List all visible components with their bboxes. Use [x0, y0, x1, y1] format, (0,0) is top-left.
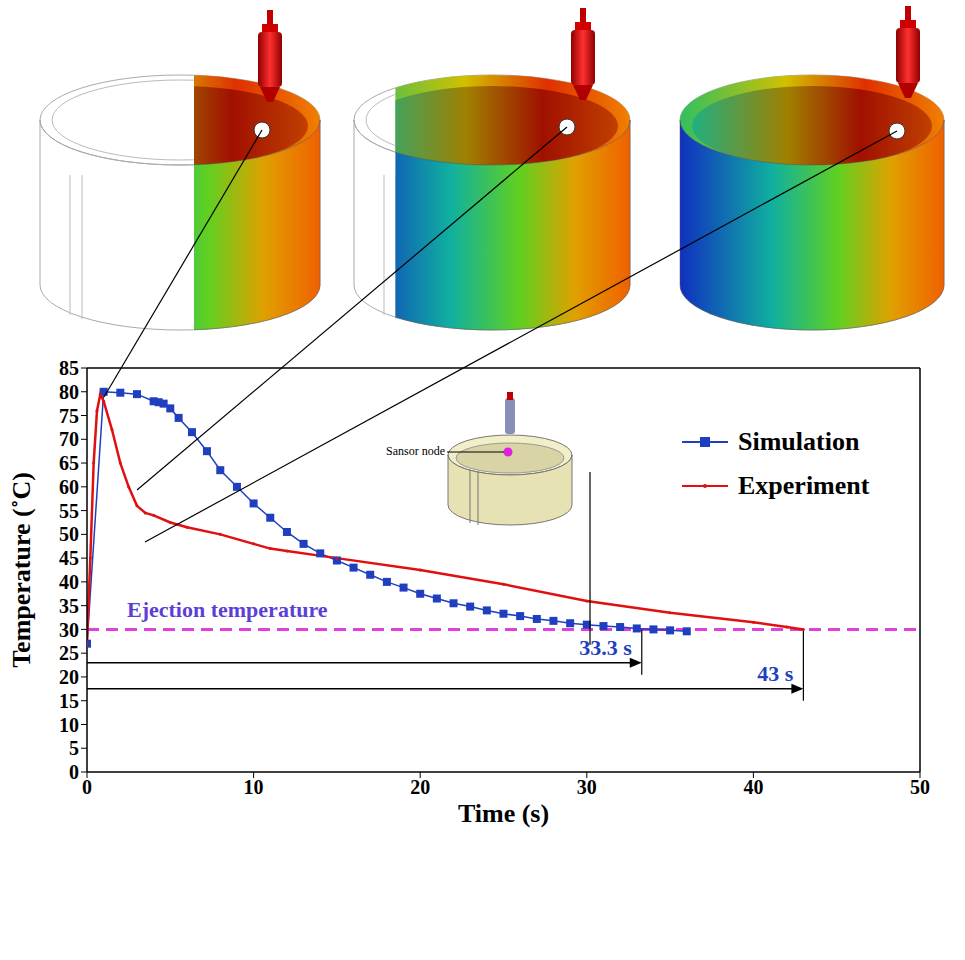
svg-text:Temperature (˚C): Temperature (˚C): [7, 472, 36, 668]
svg-text:50: 50: [910, 776, 930, 798]
svg-text:33.3 s: 33.3 s: [579, 635, 632, 660]
svg-text:30: 30: [59, 619, 79, 641]
svg-text:Ejection temperature: Ejection temperature: [127, 597, 328, 622]
svg-text:55: 55: [59, 500, 79, 522]
svg-text:70: 70: [59, 428, 79, 450]
svg-text:60: 60: [59, 476, 79, 498]
svg-text:20: 20: [59, 666, 79, 688]
svg-text:15: 15: [59, 690, 79, 712]
svg-text:5: 5: [69, 737, 79, 759]
svg-text:75: 75: [59, 405, 79, 427]
svg-text:40: 40: [743, 776, 763, 798]
svg-text:65: 65: [59, 452, 79, 474]
html-text:Experiment: Experiment: [738, 471, 870, 500]
svg-text:30: 30: [577, 776, 597, 798]
svg-text:35: 35: [59, 595, 79, 617]
svg-text:85: 85: [59, 357, 79, 379]
svg-text:43 s: 43 s: [757, 661, 794, 686]
svg-text:45: 45: [59, 547, 79, 569]
svg-text:0: 0: [82, 776, 92, 798]
svg-text:80: 80: [59, 381, 79, 403]
svg-text:25: 25: [59, 642, 79, 664]
svg-text:40: 40: [59, 571, 79, 593]
svg-text:50: 50: [59, 523, 79, 545]
svg-text:20: 20: [410, 776, 430, 798]
svg-text:10: 10: [59, 714, 79, 736]
svg-text:0: 0: [69, 761, 79, 783]
svg-text:10: 10: [244, 776, 264, 798]
html-text:Simulation: Simulation: [738, 427, 860, 456]
svg-text:Time (s): Time (s): [458, 799, 549, 828]
svg-text:Sansor node: Sansor node: [386, 444, 445, 458]
